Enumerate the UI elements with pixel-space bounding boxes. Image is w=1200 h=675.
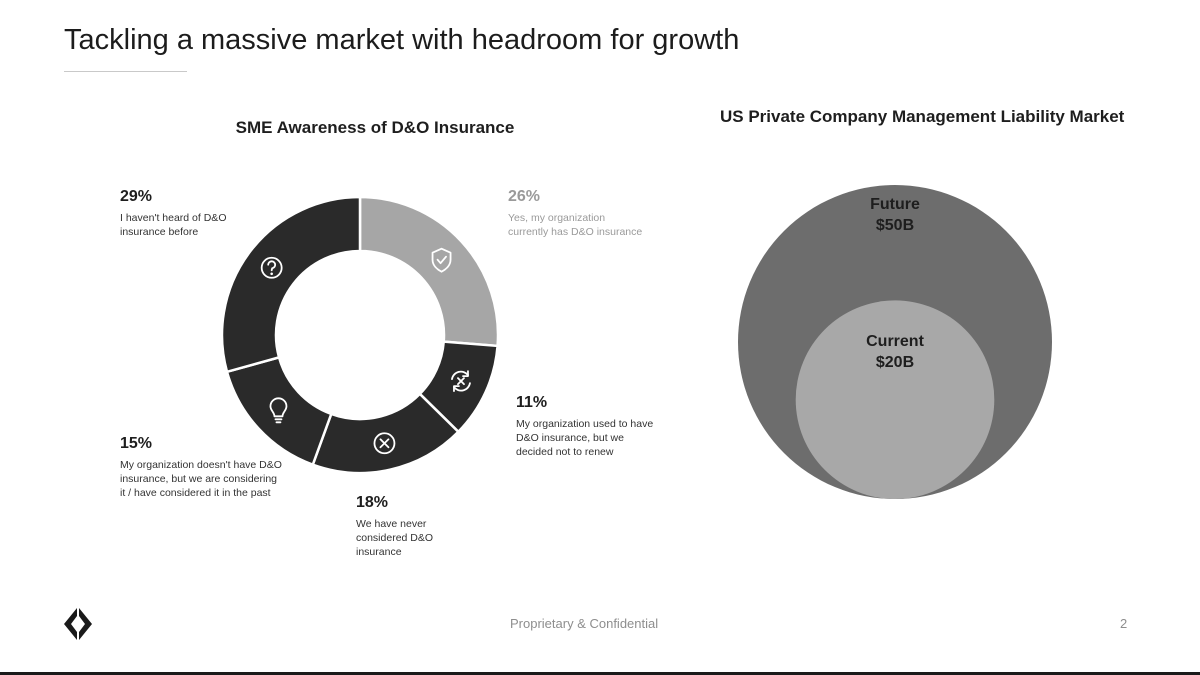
current-bubble-label: Current $20B — [815, 331, 975, 373]
footer-confidential: Proprietary & Confidential — [510, 616, 659, 631]
question-circle-icon — [260, 256, 283, 279]
title-divider — [64, 71, 187, 72]
future-bubble-label: Future $50B — [815, 194, 975, 236]
slice-2-label: 11% — [516, 394, 548, 411]
future-name: Future — [870, 196, 920, 213]
current-value: $20B — [875, 354, 915, 371]
callout-slice-3: 18% We have never considered D&O insuran… — [356, 494, 546, 559]
x-circle-icon — [373, 432, 396, 455]
donut-slice-1 — [358, 195, 500, 348]
slice-5-description: I haven't heard of D&O insurance before — [120, 212, 227, 238]
slice-1-label: 26% — [508, 188, 541, 205]
refresh-cancel-icon — [451, 370, 471, 393]
current-name: Current — [866, 333, 924, 350]
callout-slice-5: 29% I haven't heard of D&O insurance bef… — [120, 188, 310, 239]
slice-4-label: 15% — [120, 435, 153, 452]
page-title: Tackling a massive market with headroom … — [64, 24, 740, 56]
donut-slice-5 — [220, 195, 362, 374]
slice-2-description: My organization used to have D&O insuran… — [516, 418, 654, 458]
brand-logo-icon — [64, 608, 92, 640]
slice-1-description: Yes, my organization currently has D&O i… — [508, 212, 643, 238]
slice-4-description: My organization doesn't have D&O insuran… — [120, 459, 282, 499]
future-value: $50B — [875, 217, 915, 234]
callout-slice-4: 15% My organization doesn't have D&O ins… — [120, 435, 310, 500]
slice-3-description: We have never considered D&O insurance — [356, 518, 434, 558]
donut-chart-title: SME Awareness of D&O Insurance — [235, 118, 515, 137]
callout-slice-1: 26% Yes, my organization currently has D… — [508, 188, 698, 239]
bottom-divider — [0, 672, 1200, 675]
bubble-current — [795, 300, 995, 499]
lightbulb-icon — [269, 397, 288, 424]
slice-3-label: 18% — [356, 494, 389, 511]
callout-slice-2: 11% My organization used to have D&O ins… — [516, 394, 706, 459]
page-number: 2 — [1120, 616, 1128, 631]
shield-check-icon — [431, 247, 452, 273]
market-chart-title: US Private Company Management Liability … — [720, 107, 1125, 126]
slice-5-label: 29% — [120, 188, 153, 205]
